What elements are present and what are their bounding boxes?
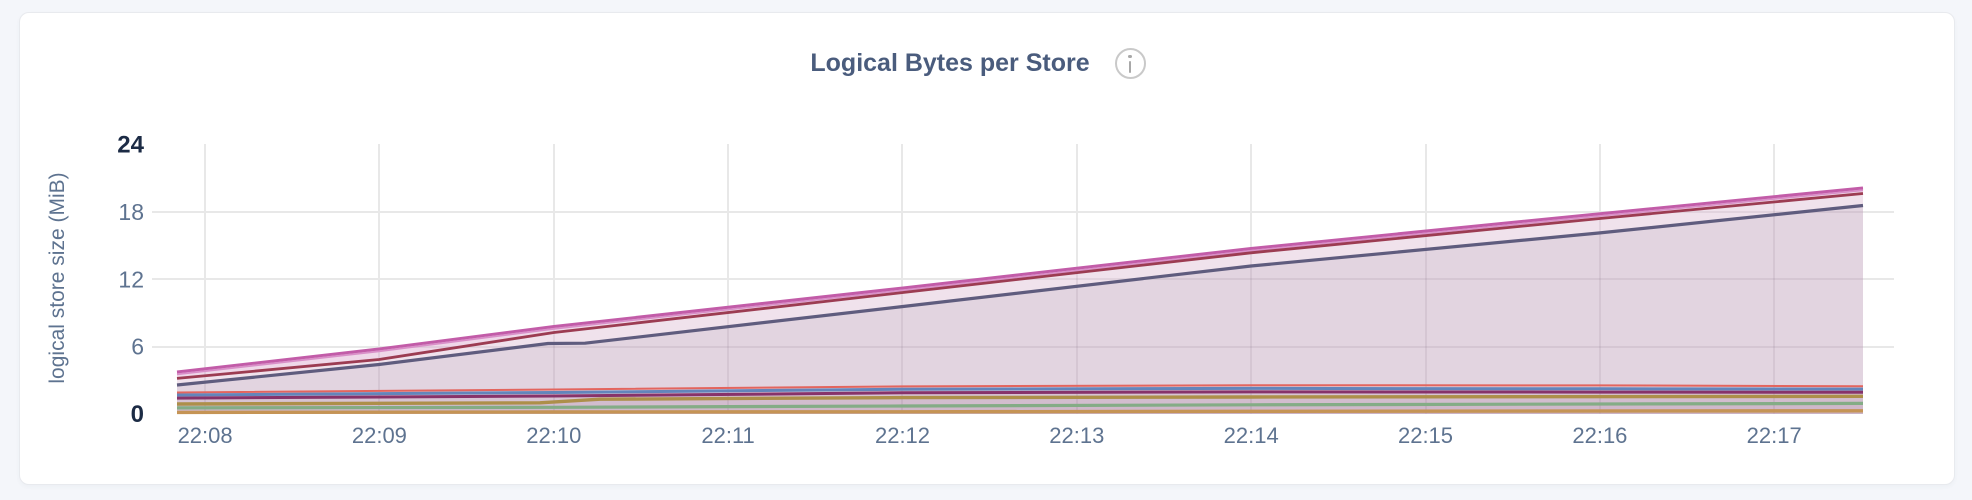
svg-text:22:10: 22:10 bbox=[526, 423, 581, 448]
svg-text:6: 6 bbox=[131, 334, 144, 360]
svg-text:22:17: 22:17 bbox=[1747, 423, 1802, 448]
svg-text:22:16: 22:16 bbox=[1572, 423, 1627, 448]
svg-text:0: 0 bbox=[131, 401, 144, 428]
svg-text:22:13: 22:13 bbox=[1049, 423, 1104, 448]
svg-text:22:12: 22:12 bbox=[875, 423, 930, 448]
svg-text:22:09: 22:09 bbox=[352, 423, 407, 448]
svg-text:22:11: 22:11 bbox=[701, 423, 754, 448]
svg-text:logical store size (MiB): logical store size (MiB) bbox=[46, 172, 69, 383]
svg-text:22:14: 22:14 bbox=[1224, 423, 1279, 448]
svg-text:24: 24 bbox=[117, 132, 144, 159]
svg-text:12: 12 bbox=[118, 266, 144, 292]
svg-text:18: 18 bbox=[118, 199, 144, 225]
svg-text:22:08: 22:08 bbox=[178, 423, 233, 448]
svg-text:22:15: 22:15 bbox=[1398, 423, 1453, 448]
